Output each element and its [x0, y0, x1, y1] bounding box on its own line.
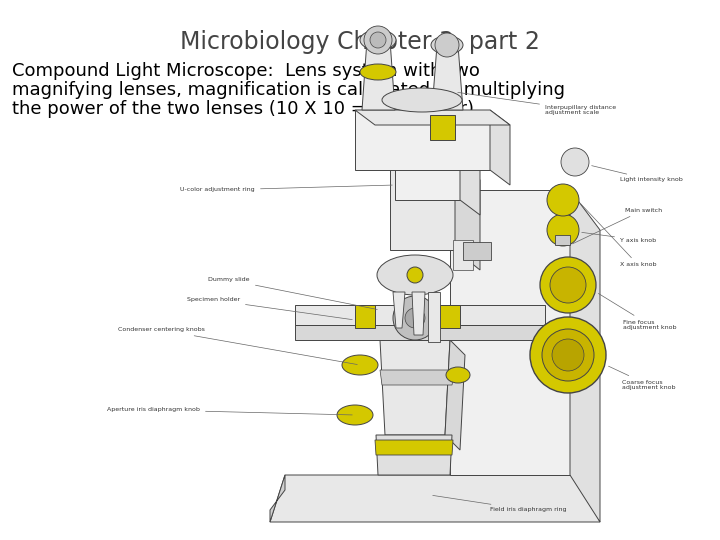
Polygon shape [545, 325, 565, 355]
Polygon shape [355, 110, 490, 170]
Polygon shape [395, 150, 460, 200]
Polygon shape [390, 160, 455, 250]
Ellipse shape [342, 355, 378, 375]
Text: Interpupillary distance
adjustment scale: Interpupillary distance adjustment scale [458, 92, 616, 116]
Text: Main switch: Main switch [572, 207, 662, 244]
Circle shape [550, 267, 586, 303]
Polygon shape [430, 115, 455, 140]
Text: X axis knob: X axis knob [581, 204, 657, 267]
Circle shape [540, 257, 596, 313]
Circle shape [530, 317, 606, 393]
Polygon shape [450, 190, 570, 475]
Bar [453, 240, 473, 270]
Ellipse shape [377, 255, 453, 295]
Circle shape [547, 184, 579, 216]
Text: Specimen holder: Specimen holder [187, 298, 352, 320]
Text: Light intensity knob: Light intensity knob [592, 166, 683, 183]
Ellipse shape [337, 405, 373, 425]
Text: Aperture iris diaphragm knob: Aperture iris diaphragm knob [107, 408, 352, 415]
Text: Y axis knob: Y axis knob [582, 232, 656, 242]
Ellipse shape [446, 367, 470, 383]
Ellipse shape [360, 30, 396, 50]
Polygon shape [445, 340, 465, 450]
Bar [555, 235, 570, 245]
Polygon shape [295, 325, 545, 340]
Circle shape [364, 26, 392, 54]
Circle shape [552, 339, 584, 371]
Ellipse shape [431, 36, 463, 54]
Bar [463, 242, 491, 260]
Polygon shape [570, 190, 600, 522]
Polygon shape [380, 340, 450, 435]
Text: Coarse focus
adjustment knob: Coarse focus adjustment knob [608, 366, 675, 390]
Text: U-color adjustment ring: U-color adjustment ring [181, 185, 392, 192]
Polygon shape [295, 305, 545, 325]
Polygon shape [460, 150, 480, 215]
Polygon shape [376, 435, 452, 475]
Polygon shape [428, 292, 440, 342]
Text: the power of the two lenses (10 X 10 = 100 power): the power of the two lenses (10 X 10 = 1… [12, 100, 474, 118]
Circle shape [561, 148, 589, 176]
Text: Condenser centering knobs: Condenser centering knobs [118, 327, 357, 365]
Polygon shape [380, 370, 455, 385]
Text: Fine focus
adjustment knob: Fine focus adjustment knob [598, 293, 677, 330]
Circle shape [547, 214, 579, 246]
Polygon shape [270, 475, 285, 522]
Polygon shape [362, 40, 395, 110]
Ellipse shape [360, 64, 396, 80]
Polygon shape [455, 160, 480, 270]
Ellipse shape [382, 88, 462, 112]
Polygon shape [412, 292, 425, 335]
Polygon shape [393, 292, 405, 328]
Polygon shape [375, 440, 453, 455]
Polygon shape [490, 110, 510, 185]
Text: Field iris diaphragm ring: Field iris diaphragm ring [433, 495, 567, 512]
Text: Microbiology Chapter 3, part 2: Microbiology Chapter 3, part 2 [180, 30, 540, 54]
Text: Compound Light Microscope:  Lens system with two: Compound Light Microscope: Lens system w… [12, 62, 480, 80]
Polygon shape [355, 110, 510, 125]
Circle shape [407, 267, 423, 283]
Text: magnifying lenses, magnification is calculated by multiplying: magnifying lenses, magnification is calc… [12, 81, 565, 99]
Circle shape [435, 33, 459, 57]
Polygon shape [270, 475, 600, 522]
Polygon shape [432, 45, 463, 110]
Polygon shape [355, 305, 375, 328]
Circle shape [405, 308, 425, 328]
Polygon shape [440, 305, 460, 328]
Text: Dummy slide: Dummy slide [209, 278, 377, 309]
Circle shape [542, 329, 594, 381]
Circle shape [393, 296, 437, 340]
Circle shape [370, 32, 386, 48]
